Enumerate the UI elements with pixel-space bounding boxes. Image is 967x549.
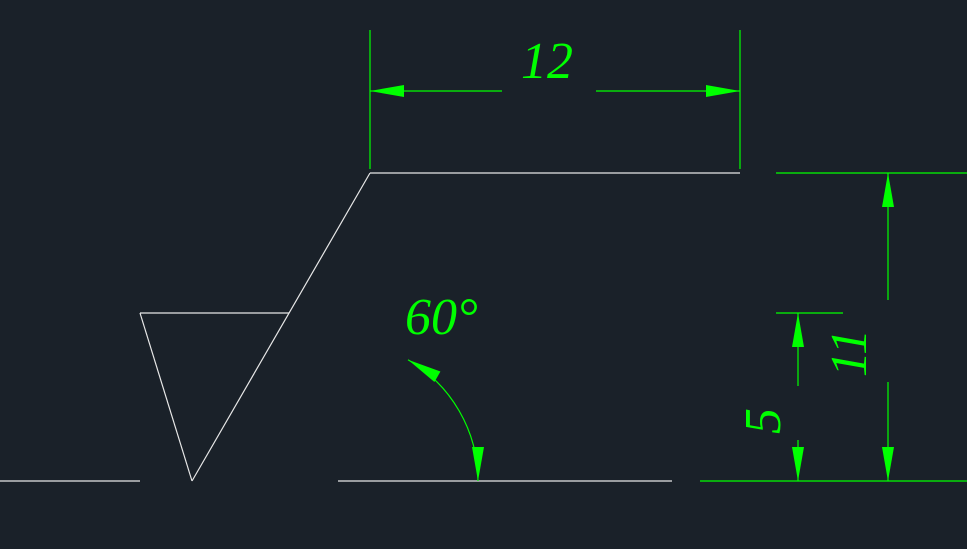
dim-11-value: 11	[821, 329, 878, 377]
arrowhead-down-icon	[882, 447, 894, 481]
arrowhead-up-icon	[792, 313, 804, 347]
cad-drawing: 12 11 5 60°	[0, 0, 967, 549]
arrowhead-arc-start-icon	[472, 447, 484, 481]
arrowhead-right-icon	[706, 85, 740, 97]
dim-5-value: 5	[735, 408, 792, 434]
dimension-angle-60: 60°	[405, 289, 484, 481]
triangle-left-edge	[140, 313, 192, 481]
dim-12-value: 12	[521, 33, 573, 90]
dimension-horizontal-12: 12	[370, 30, 740, 169]
arrowhead-left-icon	[370, 85, 404, 97]
arrowhead-down-icon	[792, 447, 804, 481]
geometry-layer	[0, 173, 740, 481]
slant-edge	[192, 173, 370, 481]
arrowhead-up-icon	[882, 173, 894, 207]
angle-arc	[408, 360, 478, 481]
dim-60-value: 60°	[405, 289, 478, 346]
arrowhead-arc-end-icon	[408, 360, 440, 382]
